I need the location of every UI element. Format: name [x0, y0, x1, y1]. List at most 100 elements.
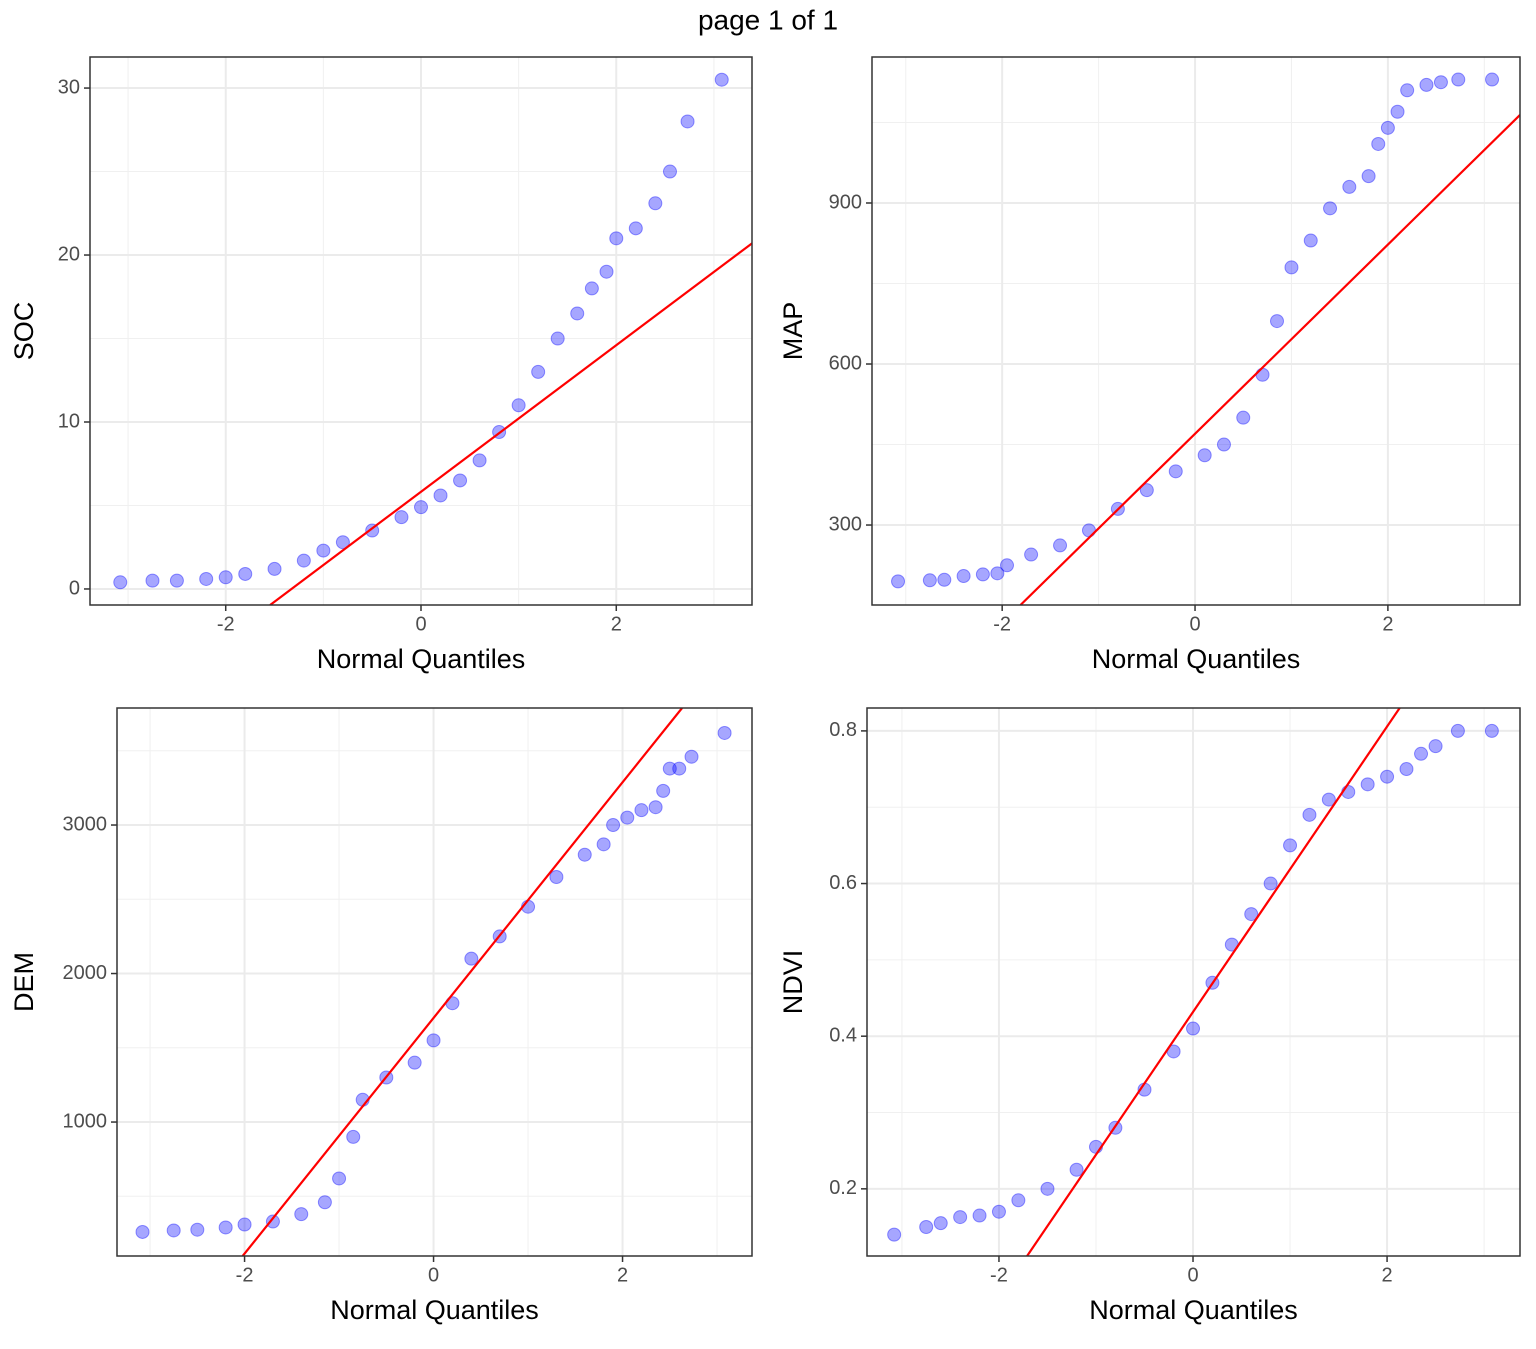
y-axis-label: DEM [9, 952, 39, 1012]
point [169, 573, 184, 588]
point [113, 575, 128, 590]
point [135, 1224, 150, 1239]
point [620, 810, 635, 825]
y-tick-label: 30 [58, 76, 80, 98]
point [332, 1171, 347, 1186]
reference-line [1019, 114, 1520, 605]
y-tick-label: 10 [58, 410, 80, 432]
point [1321, 792, 1336, 807]
point [1284, 260, 1299, 275]
x-tick-label: 0 [428, 1264, 439, 1286]
point [1390, 104, 1405, 119]
point [1263, 876, 1278, 891]
point [662, 164, 677, 179]
x-tick-label: 2 [1382, 1264, 1393, 1286]
point [335, 535, 350, 550]
point [937, 572, 952, 587]
point [346, 1129, 361, 1144]
y-tick-label: 2000 [63, 962, 108, 984]
y-tick-label: 0.2 [829, 1177, 857, 1199]
point [684, 749, 699, 764]
point [577, 847, 592, 862]
point [1485, 72, 1500, 87]
point [606, 818, 621, 833]
point [891, 574, 906, 589]
point [145, 573, 160, 588]
point [975, 567, 990, 582]
point [1069, 1162, 1084, 1177]
x-tick-label: 0 [1187, 1264, 1198, 1286]
point [1361, 169, 1376, 184]
point [472, 453, 487, 468]
plot-area [113, 72, 752, 605]
x-tick-label: 0 [1189, 613, 1200, 635]
point [1139, 483, 1154, 498]
point [1024, 547, 1039, 562]
point [933, 1216, 948, 1231]
point [294, 1207, 309, 1222]
point [1433, 75, 1448, 90]
plot-area [891, 72, 1520, 605]
point [1380, 769, 1395, 784]
point [237, 1217, 252, 1232]
point [1303, 233, 1318, 248]
point [648, 196, 663, 211]
x-axis-label: Normal Quantiles [1092, 644, 1301, 674]
point [953, 1210, 968, 1225]
point [550, 331, 565, 346]
y-tick-label: 300 [829, 513, 862, 535]
point [1400, 83, 1415, 98]
point [1186, 1021, 1201, 1036]
point [394, 510, 409, 525]
point [672, 761, 687, 776]
x-tick-label: -2 [217, 613, 235, 635]
point [991, 1204, 1006, 1219]
y-axis-label: SOC [9, 302, 39, 361]
x-tick-label: 0 [415, 613, 426, 635]
y-axis-label: MAP [778, 302, 808, 361]
point [199, 571, 214, 586]
point [414, 500, 428, 515]
y-tick-label: 900 [829, 191, 862, 213]
point [316, 543, 331, 558]
point [453, 473, 468, 488]
y-tick-label: 0 [69, 577, 80, 599]
point [296, 553, 311, 568]
x-tick-label: 2 [1382, 613, 1393, 635]
point [1419, 77, 1434, 92]
point [511, 398, 526, 413]
point [634, 803, 649, 818]
point [190, 1222, 205, 1237]
point [656, 783, 671, 798]
x-tick-label: 2 [611, 613, 622, 635]
point [218, 570, 233, 585]
point [426, 1033, 441, 1048]
point [1302, 807, 1317, 822]
panel-border [116, 707, 753, 1257]
plot-area [135, 708, 732, 1256]
point [549, 870, 564, 885]
y-tick-label: 0.8 [829, 719, 857, 741]
point [956, 569, 971, 584]
y-tick-label: 1000 [63, 1110, 108, 1132]
point [972, 1208, 987, 1223]
point [1216, 437, 1231, 452]
x-axis-label: Normal Quantiles [330, 1295, 539, 1325]
point [238, 566, 253, 581]
y-tick-label: 600 [829, 352, 862, 374]
x-tick-label: -2 [990, 1264, 1008, 1286]
point [464, 951, 479, 966]
point [267, 561, 282, 576]
point [662, 761, 677, 776]
point [1081, 523, 1096, 538]
point [1360, 777, 1375, 792]
x-axis-label: Normal Quantiles [317, 644, 526, 674]
point [1000, 558, 1014, 573]
point [1040, 1181, 1055, 1196]
point [628, 221, 643, 236]
point [407, 1055, 422, 1070]
point [1451, 72, 1466, 87]
point [1450, 723, 1465, 738]
reference-line [1026, 708, 1401, 1256]
